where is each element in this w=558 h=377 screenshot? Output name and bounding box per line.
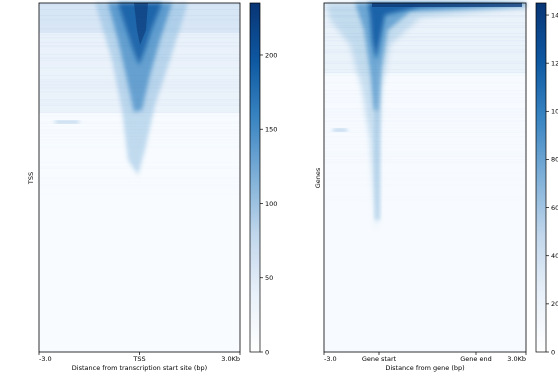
colorbar-genes-tick-label: 20 [551, 300, 558, 308]
heatmap-genes-row [324, 128, 526, 129]
heatmap-genes-row [324, 120, 526, 121]
heatmap-genes-row [324, 122, 526, 123]
colorbar-genes-gradient [535, 2, 547, 353]
heatmap-genes-panel: -3.0 Gene start Gene end 3.0Kb Distance … [314, 2, 527, 372]
genes-xtick-label: -3.0 [324, 355, 337, 363]
heatmap-genes-row [324, 131, 526, 132]
heatmap-genes-row [324, 125, 526, 126]
genes-xtick-label: 3.0Kb [507, 355, 526, 363]
heatmap-genes-row [324, 117, 526, 118]
heatmap-genes-row [324, 72, 526, 73]
genes-xtick-label: Gene end [460, 355, 491, 363]
heatmap-genes-row [324, 180, 526, 181]
heatmap-genes-row [324, 98, 526, 99]
heatmap-genes-row [324, 161, 526, 162]
heatmap-genes-row [324, 156, 526, 157]
heatmap-genes-row [324, 61, 526, 63]
heatmap-genes-row [324, 16, 526, 18]
heatmap-genes-row [324, 75, 526, 76]
heatmap-genes-row [324, 179, 526, 180]
heatmap-genes-row [324, 159, 526, 160]
heatmap-genes-row [324, 101, 526, 102]
heatmap-genes-row [324, 137, 526, 138]
colorbar-tss-tick-label: 200 [265, 51, 277, 59]
colorbar-tss: 0 50 100 150 200 [249, 2, 277, 356]
heatmap-genes-row [324, 95, 526, 96]
heatmap-genes-row [324, 45, 526, 46]
heatmap-genes-row [324, 10, 526, 12]
tss-xtick-label: 3.0Kb [221, 355, 240, 363]
tss-x-ticks: -3.0 TSS 3.0Kb [38, 352, 241, 363]
heatmap-genes-row [324, 177, 526, 178]
heatmap-genes-row [324, 111, 526, 112]
colorbar-genes-tick-label: 80 [551, 156, 558, 164]
heatmap-genes-row [324, 52, 526, 54]
colorbar-tss-tick-label: 50 [265, 274, 273, 282]
heatmap-genes-row [324, 116, 526, 117]
heatmap-genes-row [324, 93, 526, 94]
colorbar-genes-tick-label: 120 [551, 59, 558, 67]
heatmap-genes-row [324, 113, 526, 114]
heatmap-genes-row [324, 152, 526, 153]
heatmap-genes-row [324, 90, 526, 91]
heatmap-genes-row [324, 27, 526, 28]
genes-x-ticks: -3.0 Gene start Gene end 3.0Kb [323, 352, 527, 363]
colorbar-genes-tick-label: 140 [551, 11, 558, 19]
heatmap-genes-row [324, 200, 526, 201]
colorbar-genes: 0 20 40 60 80 100 120 140 [535, 2, 558, 356]
heatmap-genes-row [324, 141, 526, 142]
heatmap-genes-row [324, 37, 526, 39]
heatmap-genes-row [324, 108, 526, 109]
tss-xtick-label: -3.0 [39, 355, 52, 363]
tss-x-axis-label: Distance from transcription start site (… [72, 364, 207, 372]
heatmap-genes-row [324, 110, 526, 111]
heatmap-genes-row [324, 49, 526, 51]
heatmap-genes-row [324, 186, 526, 187]
heatmap-tss-image [39, 3, 240, 352]
heatmap-genes-row [324, 82, 526, 84]
heatmap-genes-row [324, 63, 526, 64]
heatmap-genes-row [324, 33, 526, 34]
heatmap-genes-row [324, 132, 526, 133]
colorbar-tss-tick-label: 150 [265, 126, 277, 134]
colorbar-tss-gradient [249, 2, 261, 353]
heatmap-genes-row [324, 4, 526, 6]
heatmap-genes-row [324, 51, 526, 52]
heatmap-genes-row [324, 40, 526, 42]
heatmap-genes-row [324, 69, 526, 70]
heatmap-genes-row [324, 147, 526, 148]
heatmap-genes-row [324, 155, 526, 156]
colorbar-genes-tick-label: 100 [551, 108, 558, 116]
colorbar-genes-tick-label: 60 [551, 204, 558, 212]
heatmap-genes-frame [323, 2, 527, 353]
genes-y-axis-label: Genes [314, 167, 322, 188]
heatmap-genes-row [324, 73, 526, 75]
heatmap-genes-row [324, 7, 526, 9]
genes-x-axis-label: Distance from gene (bp) [385, 364, 464, 372]
heatmap-genes-row [324, 173, 526, 174]
heatmap-genes-row [324, 22, 526, 24]
heatmap-genes-row [324, 153, 526, 154]
colorbar-tss-tick-label: 100 [265, 200, 277, 208]
heatmap-tss-panel: -3.0 TSS 3.0Kb Distance from transcripti… [27, 2, 241, 372]
heatmap-genes-image [324, 3, 526, 352]
heatmap-genes-row [324, 144, 526, 145]
heatmap-genes-row [324, 185, 526, 186]
heatmap-genes-row [324, 197, 526, 198]
tss-xtick-label: TSS [132, 355, 145, 363]
genes-xtick-label: Gene start [362, 355, 397, 363]
heatmap-genes-row [324, 15, 526, 16]
colorbar-tss-tick-label: 0 [265, 348, 269, 356]
heatmap-genes-row [324, 25, 526, 27]
tss-y-axis-label: TSS [27, 172, 35, 185]
heatmap-genes-row [324, 9, 526, 10]
heatmap-genes-row [324, 36, 526, 37]
heatmap-genes-row [324, 102, 526, 103]
colorbar-genes-tick-label: 0 [551, 348, 555, 356]
colorbar-genes-tick-label: 40 [551, 252, 558, 260]
heatmap-genes-row [324, 162, 526, 163]
heatmap-genes-row [324, 114, 526, 115]
